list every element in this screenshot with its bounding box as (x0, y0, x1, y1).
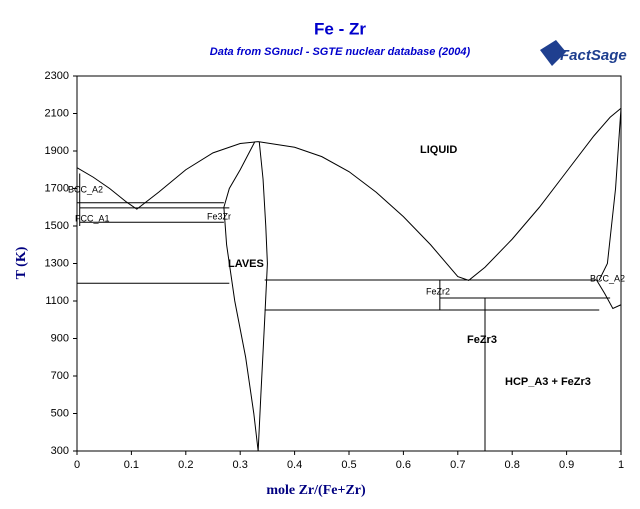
region-label: LAVES (228, 258, 264, 270)
region-label: FeZr2 (426, 286, 450, 296)
y-tick-label: 1500 (45, 220, 69, 232)
x-tick-label: 0.4 (287, 459, 302, 471)
y-tick-label: 500 (51, 407, 69, 419)
region-label: BCC_A2 (590, 273, 625, 283)
y-tick-label: 2300 (45, 70, 69, 82)
y-tick-label: 300 (51, 445, 69, 457)
region-label: BCC_A2 (68, 184, 103, 194)
x-tick-label: 0.2 (178, 459, 193, 471)
y-axis-label: T (K) (14, 246, 29, 279)
x-tick-label: 0.6 (396, 459, 411, 471)
x-tick-label: 0.8 (505, 459, 520, 471)
x-tick-label: 0.1 (124, 459, 139, 471)
phase-boundary (596, 279, 622, 310)
x-tick-label: 0.9 (559, 459, 574, 471)
region-label: FeZr3 (467, 334, 497, 346)
region-label: Fe3Zr (207, 211, 231, 221)
y-tick-label: 1300 (45, 257, 69, 269)
y-tick-label: 1100 (45, 295, 69, 307)
logo-icon (540, 40, 566, 66)
chart-subtitle: Data from SGnucl - SGTE nuclear database… (210, 46, 471, 58)
region-label: LIQUID (420, 144, 457, 156)
x-axis-label: mole Zr/(Fe+Zr) (266, 483, 366, 498)
phase-boundary (598, 108, 622, 281)
phase-boundary (76, 107, 622, 281)
y-tick-label: 700 (51, 370, 69, 382)
y-tick-label: 2100 (45, 107, 69, 119)
x-tick-label: 1 (618, 459, 624, 471)
logo-text: FactSage (560, 47, 627, 64)
phase-boundary (223, 141, 259, 452)
x-tick-label: 0.7 (450, 459, 465, 471)
y-tick-label: 1900 (45, 145, 69, 157)
logo: FactSage (540, 40, 627, 66)
phase-boundary (257, 141, 268, 452)
x-tick-label: 0.3 (233, 459, 248, 471)
chart-title: Fe - Zr (314, 19, 366, 38)
region-label: HCP_A3 + FeZr3 (505, 376, 591, 388)
region-label: FCC_A1 (75, 213, 110, 223)
y-tick-label: 1700 (45, 182, 69, 194)
y-tick-label: 900 (51, 332, 69, 344)
x-tick-label: 0.5 (341, 459, 356, 471)
x-tick-label: 0 (74, 459, 80, 471)
